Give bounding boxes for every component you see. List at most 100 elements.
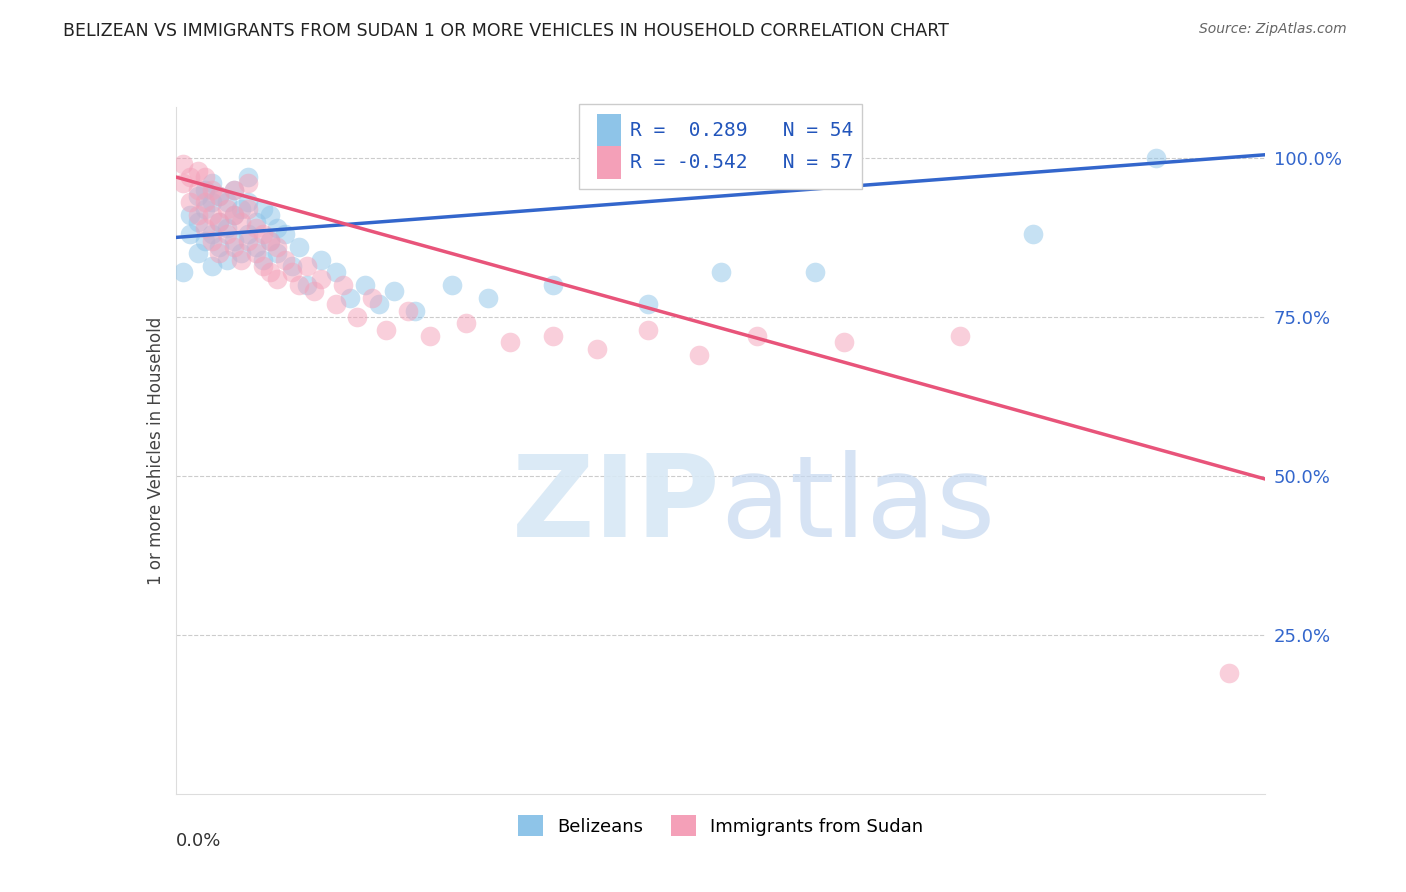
Point xyxy=(1022,227,1045,242)
Point xyxy=(274,252,297,267)
Point xyxy=(252,202,274,216)
Point xyxy=(194,195,217,210)
Point xyxy=(231,214,253,228)
Point xyxy=(238,202,260,216)
Point xyxy=(208,214,231,228)
Point xyxy=(586,342,609,356)
Point xyxy=(238,227,260,242)
Point xyxy=(186,183,209,197)
Point xyxy=(266,240,288,254)
Point xyxy=(179,169,201,184)
Point xyxy=(288,240,311,254)
Point xyxy=(201,177,224,191)
Point xyxy=(360,291,382,305)
Point xyxy=(186,189,209,203)
Point xyxy=(309,252,332,267)
Point xyxy=(201,208,224,222)
Point xyxy=(215,220,238,235)
Text: ZIP: ZIP xyxy=(512,450,721,561)
Point xyxy=(477,291,499,305)
Point xyxy=(172,265,194,279)
Point xyxy=(832,335,855,350)
Point xyxy=(295,278,318,293)
Point xyxy=(804,265,827,279)
Point xyxy=(245,246,267,260)
Point xyxy=(266,246,288,260)
Point xyxy=(281,265,304,279)
Point xyxy=(281,259,304,273)
Point xyxy=(201,195,224,210)
Point xyxy=(238,234,260,248)
Point xyxy=(405,303,427,318)
Point xyxy=(745,329,768,343)
Point xyxy=(208,189,231,203)
Point xyxy=(419,329,441,343)
Point xyxy=(186,214,209,228)
Point xyxy=(172,177,194,191)
Point xyxy=(201,227,224,242)
Point xyxy=(208,189,231,203)
Point xyxy=(215,227,238,242)
Point xyxy=(215,252,238,267)
Point xyxy=(353,278,375,293)
Point xyxy=(222,208,245,222)
Legend: Belizeans, Immigrants from Sudan: Belizeans, Immigrants from Sudan xyxy=(510,808,931,843)
Point xyxy=(259,265,281,279)
Point xyxy=(332,278,354,293)
Point xyxy=(201,259,224,273)
Point xyxy=(186,246,209,260)
Point xyxy=(194,169,217,184)
Point xyxy=(238,195,260,210)
Point xyxy=(368,297,391,311)
Point xyxy=(194,234,217,248)
Point xyxy=(245,214,267,228)
Point xyxy=(215,195,238,210)
Point xyxy=(325,265,347,279)
Point xyxy=(499,335,522,350)
Text: Source: ZipAtlas.com: Source: ZipAtlas.com xyxy=(1199,22,1347,37)
Point xyxy=(231,252,253,267)
Point xyxy=(637,297,659,311)
Point xyxy=(309,271,332,285)
Point xyxy=(231,202,253,216)
Point xyxy=(456,316,478,330)
Point xyxy=(179,227,201,242)
Point xyxy=(245,220,267,235)
Point xyxy=(288,278,311,293)
Point xyxy=(238,169,260,184)
Y-axis label: 1 or more Vehicles in Household: 1 or more Vehicles in Household xyxy=(146,317,165,584)
Point xyxy=(339,291,361,305)
Point xyxy=(325,297,347,311)
Text: atlas: atlas xyxy=(721,450,995,561)
Point xyxy=(222,234,245,248)
Text: R = -0.542   N = 57: R = -0.542 N = 57 xyxy=(630,153,853,172)
Point xyxy=(201,183,224,197)
Point xyxy=(949,329,972,343)
Point xyxy=(208,246,231,260)
Point xyxy=(543,278,565,293)
Point xyxy=(295,259,318,273)
Point xyxy=(710,265,733,279)
Point xyxy=(274,227,297,242)
Point xyxy=(186,208,209,222)
Point xyxy=(440,278,463,293)
Text: R =  0.289   N = 54: R = 0.289 N = 54 xyxy=(630,121,853,140)
FancyBboxPatch shape xyxy=(579,103,862,189)
Point xyxy=(208,214,231,228)
Point xyxy=(543,329,565,343)
Point xyxy=(194,220,217,235)
Point xyxy=(375,323,398,337)
Point xyxy=(266,271,288,285)
Point xyxy=(179,208,201,222)
Point xyxy=(637,323,659,337)
Text: 0.0%: 0.0% xyxy=(176,831,221,850)
Point xyxy=(222,183,245,197)
Point xyxy=(208,240,231,254)
Point xyxy=(688,348,710,362)
Point xyxy=(346,310,368,324)
Point xyxy=(194,202,217,216)
Point xyxy=(266,220,288,235)
Point xyxy=(1146,151,1168,165)
FancyBboxPatch shape xyxy=(598,114,621,147)
Point xyxy=(259,234,281,248)
